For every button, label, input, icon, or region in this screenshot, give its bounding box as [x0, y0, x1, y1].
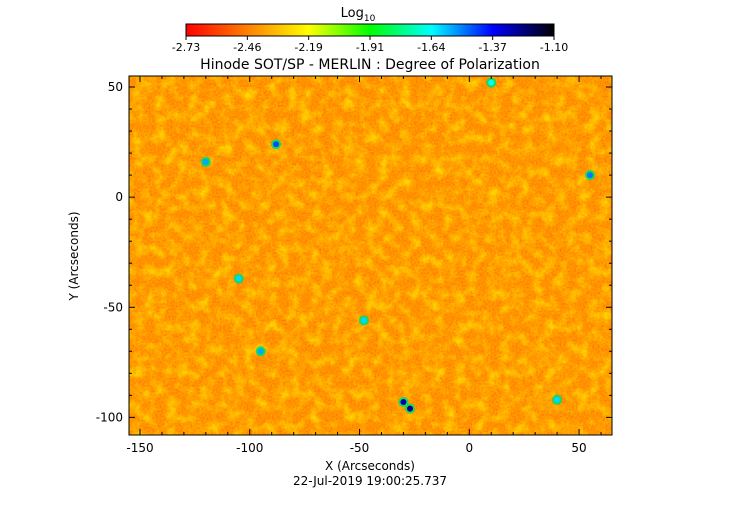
- colorbar-tick-label: -2.73: [172, 41, 200, 54]
- feature-core: [488, 79, 495, 86]
- timestamp-label: 22-Jul-2019 19:00:25.737: [293, 474, 447, 488]
- plot-frame: [128, 75, 613, 436]
- colorbar-ticks: -2.73 -2.46 -2.19 -1.91 -1.64 -1.37 -1.10: [172, 36, 568, 54]
- y-tick-label: -50: [103, 300, 123, 314]
- colorbar-tick-label: -1.91: [356, 41, 384, 54]
- colorbar: Log10 -2.73 -2.46 -2.19 -1.91 -1.64 -1.37 -1.1…: [172, 6, 568, 54]
- colorbar-tick-label: -2.19: [294, 41, 322, 54]
- feature-core: [407, 405, 414, 412]
- x-axis-label: X (Arcseconds): [325, 459, 415, 473]
- x-tick-label: 0: [465, 441, 473, 455]
- colorbar-bar: [185, 23, 555, 37]
- x-tick-label: -150: [126, 441, 153, 455]
- y-axis: 50 0 -50 -100: [96, 80, 612, 424]
- chart-title: Hinode SOT/SP - MERLIN : Degree of Polar…: [200, 57, 540, 73]
- feature-core: [257, 348, 264, 355]
- y-axis-label: Y (Arcseconds): [67, 211, 81, 301]
- y-tick-label: 0: [115, 190, 123, 204]
- x-tick-label: -50: [350, 441, 370, 455]
- polarization-features: [200, 77, 596, 414]
- x-axis: -150 -100 -50 0 50: [126, 76, 602, 455]
- feature-core: [235, 275, 242, 282]
- x-tick-label: 50: [571, 441, 586, 455]
- colorbar-tick-label: -2.46: [233, 41, 261, 54]
- colorbar-tick-label: -1.10: [540, 41, 568, 54]
- feature-core: [360, 317, 367, 324]
- heatmap-texture-coarse: [129, 76, 612, 435]
- y-tick-label: 50: [108, 80, 123, 94]
- feature-core: [587, 172, 594, 179]
- colorbar-tick-label: -1.64: [417, 41, 445, 54]
- x-tick-label: -100: [236, 441, 263, 455]
- feature-core: [202, 158, 209, 165]
- feature-core: [273, 141, 280, 148]
- feature-core: [400, 398, 407, 405]
- colorbar-label: Log10: [341, 6, 376, 24]
- colorbar-tick-label: -1.37: [478, 41, 506, 54]
- heatmap-area: [129, 76, 612, 435]
- feature-core: [554, 396, 561, 403]
- y-tick-label: -100: [96, 410, 123, 424]
